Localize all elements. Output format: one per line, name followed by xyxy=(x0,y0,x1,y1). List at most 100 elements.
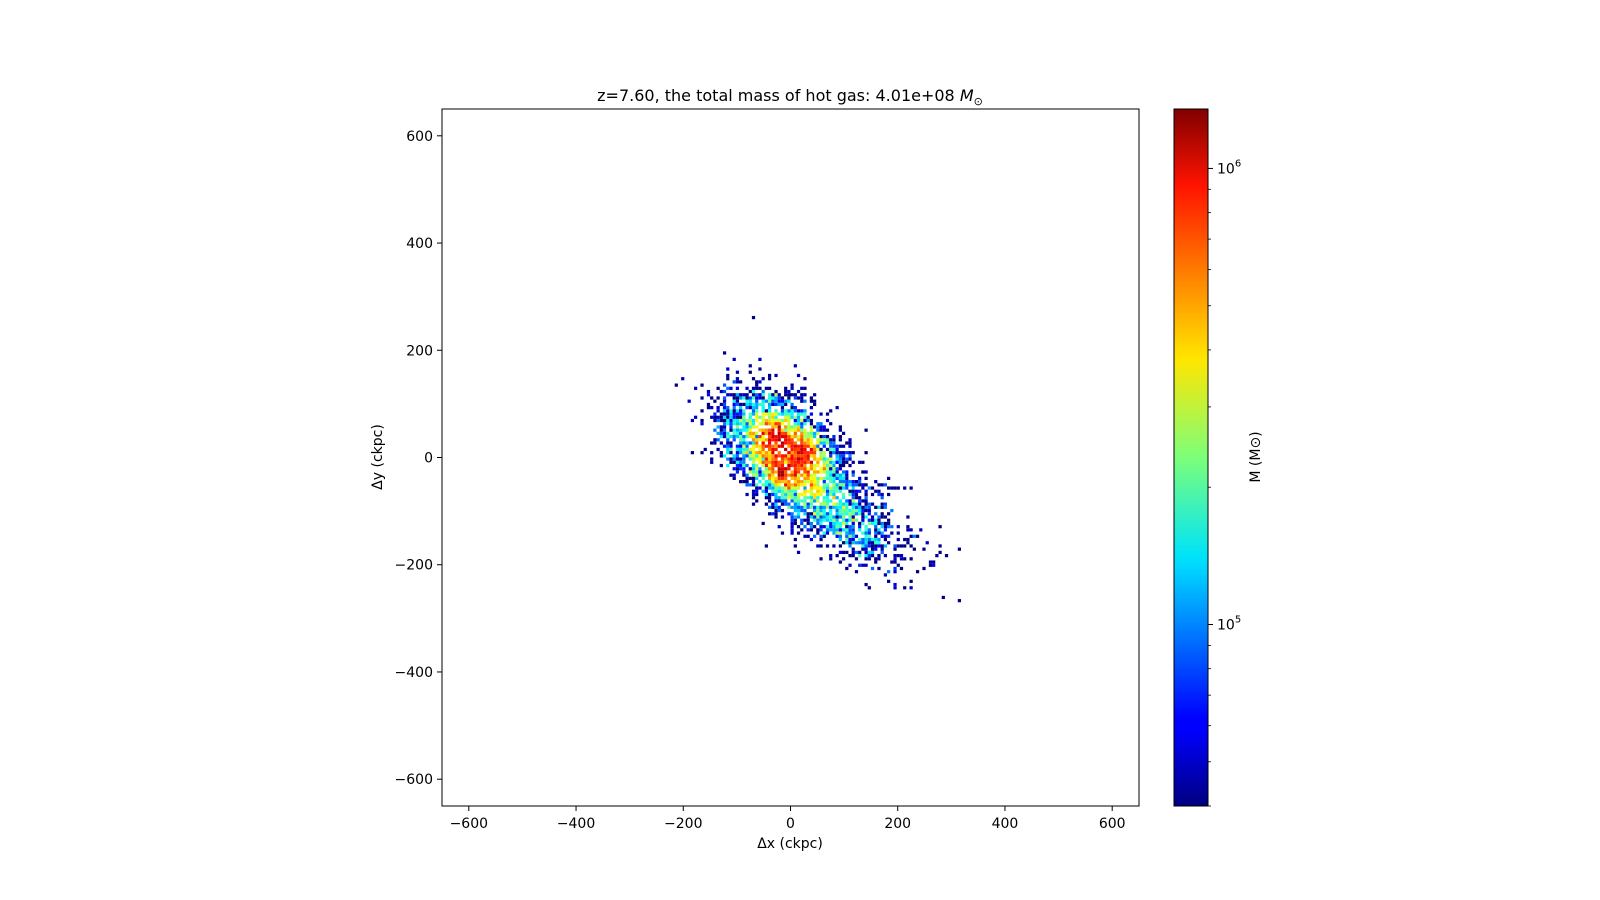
heatmap-cell xyxy=(816,531,820,535)
heatmap-cell xyxy=(867,502,871,506)
heatmap-cell xyxy=(739,441,743,445)
heatmap-cell xyxy=(851,537,855,542)
heatmap-cell xyxy=(880,505,884,509)
heatmap-cell xyxy=(880,547,884,551)
heatmap-cell xyxy=(793,473,797,477)
heatmap-cell xyxy=(816,441,820,445)
heatmap-cell xyxy=(774,425,778,429)
heatmap-cell xyxy=(796,499,801,503)
heatmap-cell xyxy=(803,470,807,474)
heatmap-cell xyxy=(732,476,736,481)
heatmap-cell xyxy=(771,399,775,403)
heatmap-cell xyxy=(771,486,775,490)
heatmap-cell xyxy=(722,383,727,387)
heatmap-cell xyxy=(751,393,756,397)
heatmap-cell xyxy=(790,447,794,452)
heatmap-cell xyxy=(829,463,833,468)
heatmap-cell xyxy=(835,518,839,522)
heatmap-cell xyxy=(819,428,823,432)
heatmap-cell xyxy=(819,489,823,493)
heatmap-cell xyxy=(790,457,794,461)
heatmap-cell xyxy=(832,444,836,448)
heatmap-cell xyxy=(854,534,859,538)
heatmap-cell xyxy=(864,528,868,532)
heatmap-cell xyxy=(870,554,875,558)
heatmap-cell xyxy=(764,470,768,474)
heatmap-cell xyxy=(784,438,788,442)
heatmap-cell xyxy=(841,463,846,468)
heatmap-cell xyxy=(790,441,794,445)
heatmap-cell xyxy=(777,454,781,458)
heatmap-cell xyxy=(790,409,794,413)
heatmap-cell xyxy=(771,402,775,407)
heatmap-cell xyxy=(729,412,733,416)
heatmap-cell xyxy=(838,560,842,564)
heatmap-cell xyxy=(854,550,859,555)
heatmap-cell xyxy=(880,534,884,538)
heatmap-cell xyxy=(748,425,752,429)
heatmap-cell xyxy=(803,483,807,487)
heatmap-cell xyxy=(780,470,785,474)
heatmap-cell xyxy=(777,396,781,400)
heatmap-cell xyxy=(793,463,797,468)
heatmap-cell xyxy=(838,515,842,519)
heatmap-cell xyxy=(716,409,720,413)
heatmap-cell xyxy=(767,402,772,407)
heatmap-cell xyxy=(841,528,846,532)
heatmap-cell xyxy=(796,467,801,471)
heatmap-cell xyxy=(825,467,830,471)
heatmap-cell xyxy=(806,457,810,461)
heatmap-cell xyxy=(813,467,817,471)
y-tick-label: 600 xyxy=(406,129,433,145)
heatmap-cell xyxy=(890,560,894,564)
heatmap-cell xyxy=(825,483,830,487)
heatmap-cell xyxy=(784,428,788,432)
heatmap-cell xyxy=(755,415,759,419)
heatmap-cell xyxy=(813,496,817,500)
heatmap-cell xyxy=(803,486,807,490)
heatmap-cell xyxy=(841,512,846,516)
heatmap-cell xyxy=(809,418,814,423)
heatmap-cell xyxy=(739,434,743,439)
heatmap-cell xyxy=(790,438,794,442)
heatmap-cell xyxy=(732,415,736,419)
heatmap-cells xyxy=(674,315,961,603)
heatmap-cell xyxy=(780,409,785,413)
heatmap-cell xyxy=(787,505,791,509)
heatmap-cell xyxy=(758,386,762,390)
heatmap-cell xyxy=(716,396,720,400)
heatmap-cell xyxy=(777,412,781,416)
heatmap-cell xyxy=(825,457,830,461)
heatmap-cell xyxy=(732,412,736,416)
heatmap-cell xyxy=(742,428,746,432)
heatmap-cell xyxy=(829,457,833,461)
heatmap-cell xyxy=(777,418,781,423)
heatmap-cell xyxy=(774,441,778,445)
heatmap-cell xyxy=(774,409,778,413)
heatmap-cell xyxy=(835,508,839,513)
heatmap-cell xyxy=(796,502,801,506)
heatmap-cell xyxy=(700,396,704,400)
heatmap-cell xyxy=(848,457,852,461)
heatmap-cell xyxy=(819,528,823,532)
heatmap-cell xyxy=(813,457,817,461)
heatmap-cell xyxy=(767,441,772,445)
heatmap-cell xyxy=(767,377,772,381)
heatmap-cell xyxy=(851,547,855,551)
heatmap-cell xyxy=(806,415,810,419)
heatmap-cell xyxy=(829,508,833,513)
heatmap-cell xyxy=(829,409,833,413)
heatmap-cell xyxy=(809,428,814,432)
heatmap-cell xyxy=(790,473,794,477)
heatmap-cell xyxy=(806,515,810,519)
heatmap-cell xyxy=(858,502,862,506)
heatmap-cell xyxy=(774,480,778,484)
heatmap-cell xyxy=(822,499,826,503)
heatmap-cell xyxy=(835,451,839,455)
heatmap-cell xyxy=(835,534,839,538)
heatmap-cell xyxy=(732,428,736,432)
heatmap-cell xyxy=(732,357,736,361)
heatmap-cell xyxy=(809,505,814,509)
heatmap-cell xyxy=(838,483,842,487)
heatmap-cell xyxy=(784,402,788,407)
